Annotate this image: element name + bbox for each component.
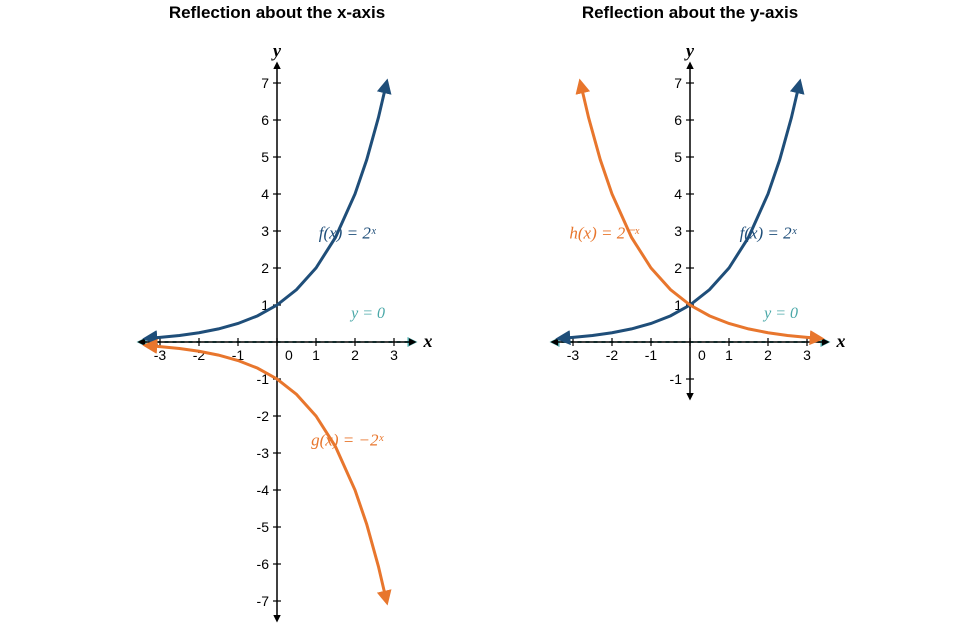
x-axis-label: x (423, 331, 433, 351)
x-tick-label: -1 (645, 347, 658, 363)
x-tick-label: 0 (285, 347, 293, 363)
left-chart-svg: Reflection about the x-axisxy-3-2-10123-… (0, 0, 490, 628)
x-tick-label: 2 (764, 347, 772, 363)
right-panel: Reflection about the y-axis x y -3 -2 -1 0 1 2 3 -… (490, 0, 975, 628)
x-tick-label: 3 (390, 347, 398, 363)
y-axis-label: y (684, 41, 695, 61)
x-axis-label: x (836, 331, 846, 351)
curve-label-f: f(x) = 2ˣ (319, 223, 377, 242)
curve-label-g: g(x) = −2ˣ (311, 431, 384, 450)
x-tick-label: 1 (725, 347, 733, 363)
y-tick-label: -6 (257, 556, 270, 572)
asymptote-label: y = 0 (762, 305, 798, 322)
x-tick-label: 2 (351, 347, 359, 363)
x-tick-label: 0 (698, 347, 706, 363)
y-tick-label: 3 (674, 223, 682, 239)
chart-title: Reflection about the x-axis (169, 3, 385, 22)
chart-title: Reflection about the y-axis (582, 3, 798, 22)
curve-h (581, 84, 819, 338)
y-tick-label: 2 (261, 260, 269, 276)
right-chart-svg: Reflection about the y-axis x y -3 -2 -1 0 1 2 3 -… (490, 0, 975, 628)
y-tick-label: 5 (261, 149, 269, 165)
y-tick-label: 6 (261, 112, 269, 128)
y-tick-label: -7 (257, 593, 270, 609)
curve-label-h: h(x) = 2⁻ˣ (569, 223, 640, 242)
asymptote-label: y = 0 (349, 305, 385, 322)
y-axis-label: y (271, 41, 282, 61)
y-tick-label: 7 (674, 75, 682, 91)
y-tick-label: -5 (257, 519, 270, 535)
y-tick-label: 5 (674, 149, 682, 165)
x-tick-label: -2 (606, 347, 619, 363)
y-tick-label: -2 (257, 408, 270, 424)
x-tick-label: 3 (803, 347, 811, 363)
y-tick-label: 3 (261, 223, 269, 239)
y-tick-label: 2 (674, 260, 682, 276)
y-tick-label: -1 (670, 371, 683, 387)
x-tick-label: 1 (312, 347, 320, 363)
y-tick-label: -4 (257, 482, 270, 498)
left-panel: Reflection about the x-axisxy-3-2-10123-… (0, 0, 490, 628)
y-tick-label: -3 (257, 445, 270, 461)
chart-container: Reflection about the x-axis x y -3 -2 -1 0 1 2 3 -… (0, 0, 975, 628)
x-tick-label: -3 (567, 347, 580, 363)
y-tick-label: 6 (674, 112, 682, 128)
x-tick-label: -3 (154, 347, 167, 363)
y-tick-label: 7 (261, 75, 269, 91)
y-tick-label: 4 (674, 186, 682, 202)
curve-label-f: f(x) = 2ˣ (740, 223, 798, 242)
y-tick-label: 4 (261, 186, 269, 202)
